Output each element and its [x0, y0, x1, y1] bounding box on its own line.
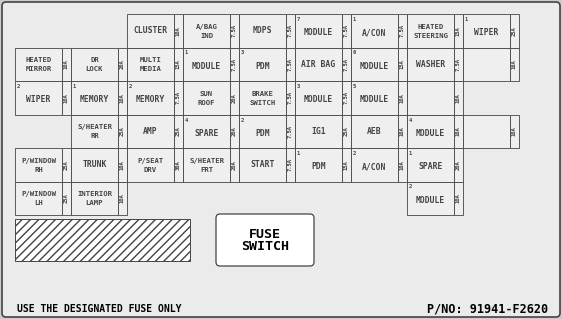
Bar — [407, 48, 454, 81]
Text: 10A: 10A — [400, 126, 405, 136]
Text: BRAKE: BRAKE — [252, 91, 274, 97]
Text: P/SEAT: P/SEAT — [137, 158, 164, 164]
Text: MDPS: MDPS — [253, 26, 272, 35]
Bar — [174, 48, 183, 81]
Text: TRUNK: TRUNK — [82, 160, 107, 169]
Text: WIPER: WIPER — [474, 28, 498, 37]
Bar — [342, 48, 351, 81]
Text: 10A: 10A — [120, 193, 125, 203]
Bar — [454, 14, 463, 48]
Bar — [230, 14, 239, 48]
Bar — [454, 115, 463, 148]
Bar — [183, 115, 230, 148]
Bar — [62, 182, 71, 215]
Text: DRV: DRV — [144, 167, 157, 173]
Text: LAMP: LAMP — [86, 200, 103, 206]
Text: START: START — [250, 160, 275, 169]
Text: 1: 1 — [297, 151, 300, 156]
Text: 6: 6 — [353, 50, 356, 56]
Bar — [174, 81, 183, 115]
Text: 7.5A: 7.5A — [400, 24, 405, 37]
Text: 1: 1 — [465, 17, 468, 22]
Bar — [127, 14, 174, 48]
Bar — [230, 81, 239, 115]
Bar — [407, 14, 454, 48]
Bar — [351, 148, 398, 182]
Text: MEMORY: MEMORY — [80, 95, 109, 104]
Bar — [118, 115, 127, 148]
Bar — [454, 81, 463, 115]
Text: 7.5A: 7.5A — [344, 24, 349, 37]
Text: FUSE: FUSE — [249, 227, 281, 241]
Text: P/WINDOW: P/WINDOW — [21, 158, 56, 164]
Text: MODULE: MODULE — [304, 28, 333, 37]
Text: 20A: 20A — [456, 160, 461, 170]
Text: CLUSTER: CLUSTER — [133, 26, 167, 35]
Text: 10A: 10A — [400, 93, 405, 103]
Bar — [71, 48, 118, 81]
Bar — [463, 115, 510, 148]
Bar — [398, 115, 407, 148]
Bar — [342, 14, 351, 48]
Text: SWITCH: SWITCH — [250, 100, 275, 106]
Text: DR: DR — [90, 57, 99, 63]
Bar — [351, 14, 398, 48]
Text: 3: 3 — [297, 84, 300, 89]
Bar — [239, 48, 286, 81]
Bar — [510, 115, 519, 148]
Bar — [15, 81, 62, 115]
Text: 30A: 30A — [176, 160, 181, 170]
Text: 7.5A: 7.5A — [288, 91, 293, 104]
Text: 5: 5 — [353, 84, 356, 89]
Bar — [239, 115, 286, 148]
Bar — [239, 81, 286, 115]
Text: USE THE DESIGNATED FUSE ONLY: USE THE DESIGNATED FUSE ONLY — [17, 304, 182, 314]
Text: MODULE: MODULE — [360, 95, 389, 104]
Text: 7.5A: 7.5A — [456, 58, 461, 71]
Bar — [118, 148, 127, 182]
Bar — [295, 148, 342, 182]
Bar — [127, 115, 174, 148]
Text: RR: RR — [90, 133, 99, 139]
Bar — [71, 115, 118, 148]
Bar — [183, 48, 230, 81]
FancyBboxPatch shape — [216, 214, 314, 266]
Text: A/CON: A/CON — [362, 28, 387, 37]
Text: P/WINDOW: P/WINDOW — [21, 191, 56, 197]
Text: 7.5A: 7.5A — [176, 91, 181, 104]
Text: 3: 3 — [241, 50, 244, 56]
Text: 4: 4 — [409, 117, 413, 122]
Text: 20A: 20A — [232, 160, 237, 170]
Bar — [342, 81, 351, 115]
Text: 20A: 20A — [120, 59, 125, 69]
Text: 10A: 10A — [456, 193, 461, 203]
Text: 7.5A: 7.5A — [232, 58, 237, 71]
Text: LOCK: LOCK — [86, 66, 103, 72]
Text: AMP: AMP — [143, 127, 158, 136]
Text: MODULE: MODULE — [192, 62, 221, 71]
Text: FRT: FRT — [200, 167, 213, 173]
Text: WIPER: WIPER — [26, 95, 51, 104]
Text: 20A: 20A — [232, 126, 237, 136]
Bar — [174, 148, 183, 182]
Text: 7.5A: 7.5A — [344, 58, 349, 71]
Bar — [351, 48, 398, 81]
Text: 7.5A: 7.5A — [288, 58, 293, 71]
Text: PDM: PDM — [255, 62, 270, 71]
Bar — [407, 182, 454, 215]
Text: 1: 1 — [353, 17, 356, 22]
Text: STEERING: STEERING — [413, 33, 448, 39]
Bar — [239, 14, 286, 48]
Bar — [174, 14, 183, 48]
Bar — [286, 14, 295, 48]
Text: 10A: 10A — [64, 59, 69, 69]
Bar — [342, 115, 351, 148]
Text: MODULE: MODULE — [304, 95, 333, 104]
Bar — [454, 182, 463, 215]
Bar — [398, 148, 407, 182]
Text: 10A: 10A — [456, 126, 461, 136]
Text: 1: 1 — [185, 50, 188, 56]
Bar — [295, 81, 342, 115]
Bar — [71, 81, 118, 115]
